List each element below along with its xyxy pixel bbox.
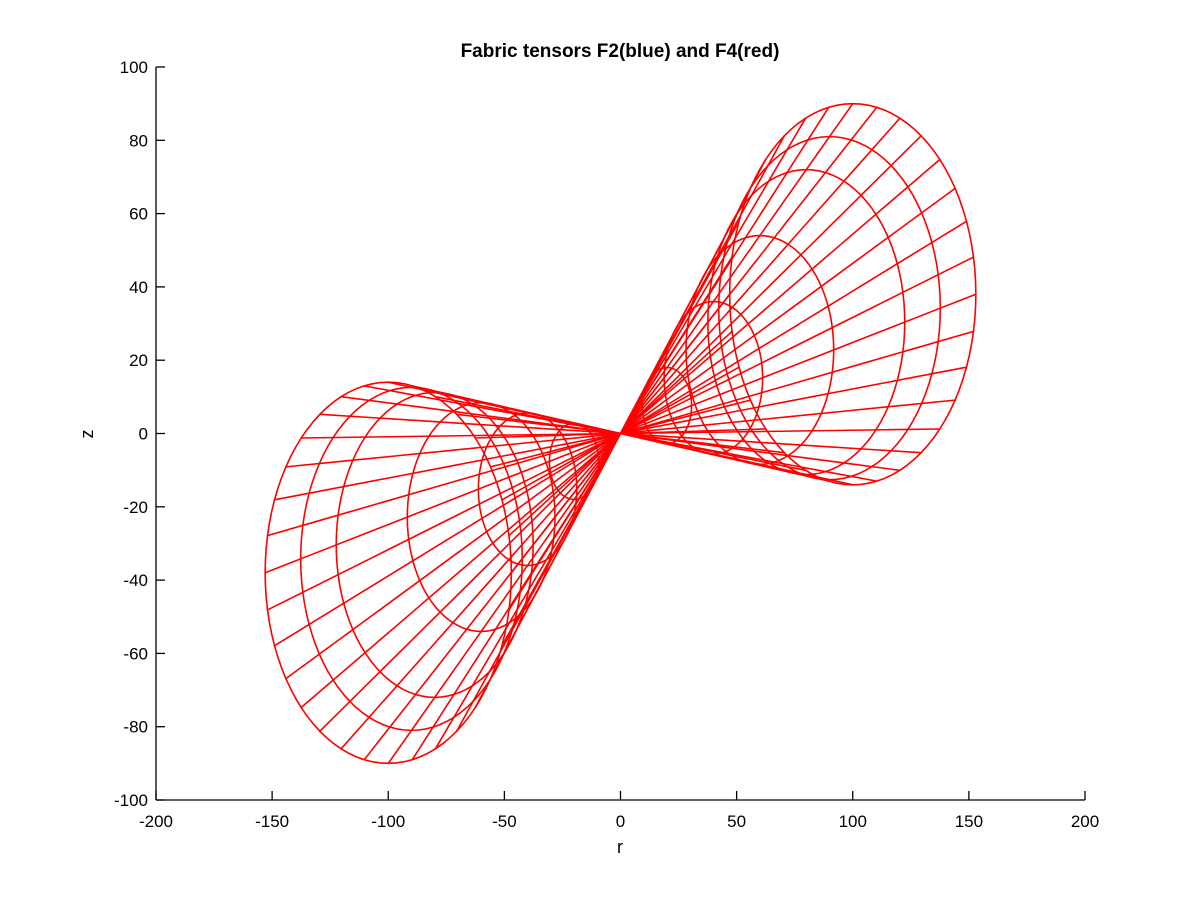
lower-lobe-radial-17 — [510, 432, 622, 574]
upper-lobe-radial-6 — [619, 134, 922, 435]
lower-lobe-radial-27 — [340, 395, 622, 435]
upper-lobe-radial-16 — [619, 256, 733, 435]
upper-lobe-radial-29 — [619, 428, 941, 435]
y-tick-label: -20 — [123, 498, 148, 517]
upper-lobe-radial-14 — [619, 187, 752, 435]
x-tick-label: 100 — [839, 812, 867, 831]
lower-lobe-radial-2 — [266, 432, 622, 611]
upper-lobe-radial-18 — [619, 330, 733, 435]
lower-lobe-radial-4 — [285, 432, 622, 680]
upper-lobe-radial-30 — [619, 399, 956, 435]
y-tick-label: 60 — [129, 205, 148, 224]
x-axis-label: r — [617, 837, 623, 857]
lower-lobe-radial-31 — [273, 432, 622, 501]
lower-lobe-radial-11 — [434, 432, 622, 750]
axes-layer: -200 -150 -100 -50 0 50 100 150 200-100-80-60-40… — [114, 58, 1099, 831]
lower-lobe-radial-15 — [501, 432, 622, 647]
upper-lobe-radial-25 — [619, 432, 854, 486]
y-tick-label: -60 — [123, 644, 148, 663]
y-tick-label: 100 — [120, 58, 148, 77]
lower-lobe-radial-7 — [340, 432, 622, 750]
upper-lobe-radial-1 — [619, 293, 977, 435]
x-tick-label: -200 — [139, 812, 173, 831]
lower-lobe-radial-1 — [264, 432, 622, 574]
y-tick-label: 20 — [129, 351, 148, 370]
upper-lobe-radial-15 — [619, 220, 740, 435]
upper-lobe-radial-5 — [619, 158, 941, 435]
lower-lobe-radial-16 — [508, 432, 622, 611]
y-tick-label: -80 — [123, 718, 148, 737]
lower-lobe-radial-19 — [501, 432, 622, 501]
upper-lobe-radial-9 — [619, 102, 854, 435]
upper-lobe-radial-19 — [619, 366, 740, 435]
x-tick-label: -100 — [371, 812, 405, 831]
upper-lobe-radial-26 — [619, 432, 878, 482]
upper-lobe-radial-31 — [619, 366, 968, 435]
lower-lobe-radial-18 — [508, 432, 622, 537]
lower-lobe-radial-30 — [285, 432, 622, 468]
chart-title: Fabric tensors F2(blue) and F4(red) — [461, 41, 780, 62]
x-tick-label: 150 — [955, 812, 983, 831]
y-tick-label: 80 — [129, 131, 148, 150]
mesh-layer — [264, 102, 977, 765]
x-tick-label: -50 — [492, 812, 517, 831]
lower-lobe-radial-26 — [363, 385, 622, 435]
lower-lobe-radial-25 — [387, 381, 622, 435]
upper-lobe-radial-3 — [619, 220, 968, 435]
lower-lobe-radial-32 — [266, 432, 622, 537]
upper-lobe-radial-32 — [619, 330, 975, 435]
lower-lobe-radial-9 — [387, 432, 622, 765]
lower-lobe-radial-28 — [319, 413, 622, 435]
y-axis-label: z — [77, 430, 97, 439]
x-tick-label: 200 — [1071, 812, 1099, 831]
upper-lobe-radial-17 — [619, 293, 731, 435]
upper-lobe-radial-2 — [619, 256, 975, 435]
lower-lobe-radial-3 — [273, 432, 622, 647]
x-tick-label: 0 — [616, 812, 625, 831]
lower-lobe-radial-14 — [489, 432, 622, 680]
lower-lobe-radial-6 — [319, 432, 622, 733]
upper-lobe-radial-28 — [619, 432, 922, 454]
y-tick-label: 40 — [129, 278, 148, 297]
upper-lobe-radial-7 — [619, 117, 901, 435]
lower-lobe-radial-5 — [300, 432, 622, 709]
lower-lobe-radial-29 — [300, 432, 622, 439]
x-tick-label: 50 — [727, 812, 746, 831]
y-tick-label: -40 — [123, 571, 148, 590]
x-tick-label: -150 — [255, 812, 289, 831]
y-tick-label: -100 — [114, 791, 148, 810]
upper-lobe-radial-4 — [619, 187, 956, 435]
y-tick-label: 0 — [139, 425, 148, 444]
upper-lobe-radial-27 — [619, 432, 901, 472]
upper-lobe-radial-11 — [619, 117, 807, 435]
